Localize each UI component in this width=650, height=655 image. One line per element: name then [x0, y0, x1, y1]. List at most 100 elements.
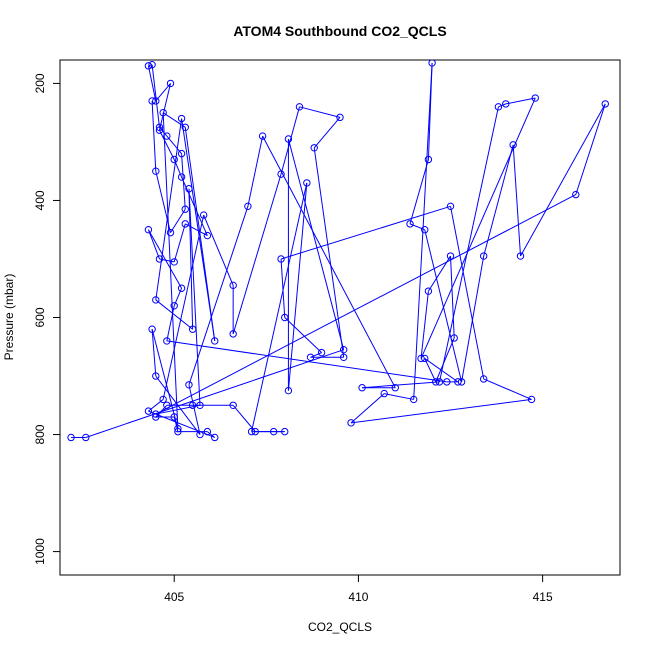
series-segment: [159, 258, 175, 263]
data-point: [196, 401, 204, 409]
data-point: [188, 325, 197, 333]
series-segment: [280, 258, 286, 318]
data-point: [177, 173, 186, 181]
series-segment: [299, 106, 341, 118]
series-segment: [520, 103, 606, 257]
data-point: [572, 190, 580, 199]
series-segment: [162, 112, 179, 429]
data-point: [435, 378, 444, 386]
series-segment: [151, 64, 160, 128]
data-point: [358, 384, 366, 392]
data-point: [155, 255, 164, 263]
data-point: [406, 220, 414, 228]
data-point: [199, 211, 208, 219]
data-point: [163, 132, 171, 140]
series-segment: [427, 255, 451, 292]
series-segment: [424, 358, 437, 383]
series-segment: [483, 378, 532, 400]
series-segment: [184, 127, 216, 341]
data-point: [144, 62, 153, 70]
data-point: [347, 419, 355, 427]
series-segment: [188, 188, 201, 406]
series-segment: [310, 352, 322, 358]
data-point: [269, 427, 278, 436]
data-point: [277, 255, 285, 263]
data-point: [339, 353, 348, 361]
series-segment: [147, 65, 157, 102]
y-tick-label: 400: [33, 190, 47, 210]
data-point: [284, 135, 293, 143]
data-point: [163, 337, 171, 345]
series-segment: [350, 393, 385, 424]
data-point: [494, 103, 503, 111]
data-point: [152, 410, 160, 418]
data-point: [380, 389, 388, 398]
data-point: [166, 79, 175, 88]
data-point: [601, 100, 609, 108]
series-segment: [155, 171, 172, 233]
data-point: [170, 155, 178, 164]
data-point: [159, 108, 167, 117]
x-tick-label: 415: [533, 590, 553, 604]
data-point: [188, 401, 197, 409]
data-point: [417, 354, 425, 363]
series-segment: [173, 416, 179, 432]
data-point: [211, 337, 219, 345]
data-point: [454, 378, 462, 386]
data-point: [174, 424, 182, 433]
data-point: [424, 287, 433, 295]
data-point: [229, 281, 237, 290]
data-point: [277, 170, 285, 178]
series-segment: [512, 144, 522, 257]
data-point: [295, 103, 304, 111]
series-segment: [232, 404, 256, 432]
y-tick-label: 600: [33, 307, 47, 327]
series-segment: [185, 223, 208, 237]
series-segment: [413, 62, 433, 400]
series-segment: [575, 103, 606, 195]
data-point: [196, 430, 204, 439]
x-axis: 405 410 415: [164, 575, 553, 604]
series-segment: [313, 117, 341, 149]
series-segment: [427, 62, 433, 160]
series-segment: [155, 118, 183, 301]
series-segment: [461, 255, 485, 382]
y-tick-label: 1000: [33, 538, 47, 565]
data-point: [244, 202, 252, 211]
data-point: [247, 427, 256, 436]
data-point: [144, 407, 153, 415]
series-segment: [166, 135, 182, 154]
data-point: [152, 97, 160, 105]
data-point: [457, 378, 466, 386]
data-point: [509, 141, 517, 149]
data-point: [177, 149, 186, 158]
data-point: [229, 401, 237, 409]
data-point: [306, 353, 315, 361]
series-segment: [287, 182, 308, 391]
series-segment: [188, 188, 194, 330]
x-tick-label: 405: [164, 590, 184, 604]
data-point: [317, 348, 326, 357]
series-segment: [147, 229, 183, 289]
data-point: [152, 167, 160, 175]
data-point: [443, 378, 451, 386]
series-segment: [435, 337, 455, 383]
data-point: [163, 401, 171, 409]
data-point: [336, 113, 344, 122]
series-segment: [155, 375, 201, 435]
data-point: [258, 132, 267, 140]
series-segment: [362, 381, 440, 389]
data-point: [432, 378, 440, 386]
series-segment: [166, 305, 175, 342]
data-point: [203, 427, 212, 436]
series-segment: [155, 194, 577, 415]
series-segment: [424, 358, 459, 383]
series-segment: [409, 159, 429, 225]
data-point: [181, 123, 189, 132]
series-segment: [280, 106, 300, 175]
data-point: [155, 126, 164, 134]
series-segment: [284, 317, 322, 353]
series-segment: [155, 83, 171, 102]
series-segment: [420, 291, 429, 359]
plot-area: [67, 60, 609, 442]
